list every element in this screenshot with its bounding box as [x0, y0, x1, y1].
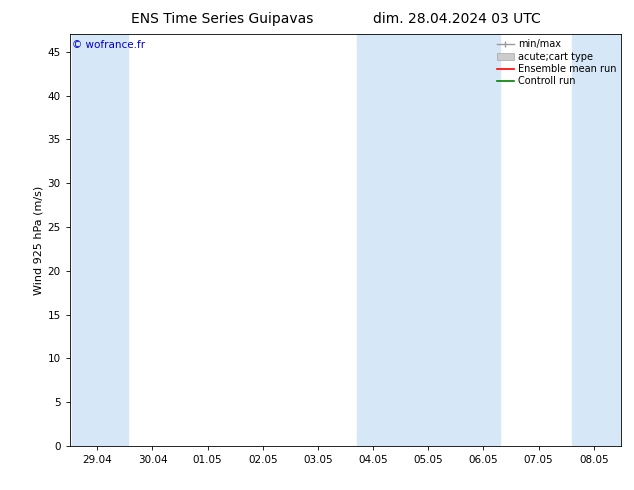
Text: © wofrance.fr: © wofrance.fr: [72, 41, 146, 50]
Bar: [356, 34, 500, 446]
Text: ENS Time Series Guipavas: ENS Time Series Guipavas: [131, 12, 313, 26]
Legend: min/max, acute;cart type, Ensemble mean run, Controll run: min/max, acute;cart type, Ensemble mean …: [495, 37, 618, 88]
Bar: [572, 34, 624, 446]
Bar: [72, 34, 127, 446]
Text: dim. 28.04.2024 03 UTC: dim. 28.04.2024 03 UTC: [373, 12, 540, 26]
Y-axis label: Wind 925 hPa (m/s): Wind 925 hPa (m/s): [34, 186, 43, 294]
